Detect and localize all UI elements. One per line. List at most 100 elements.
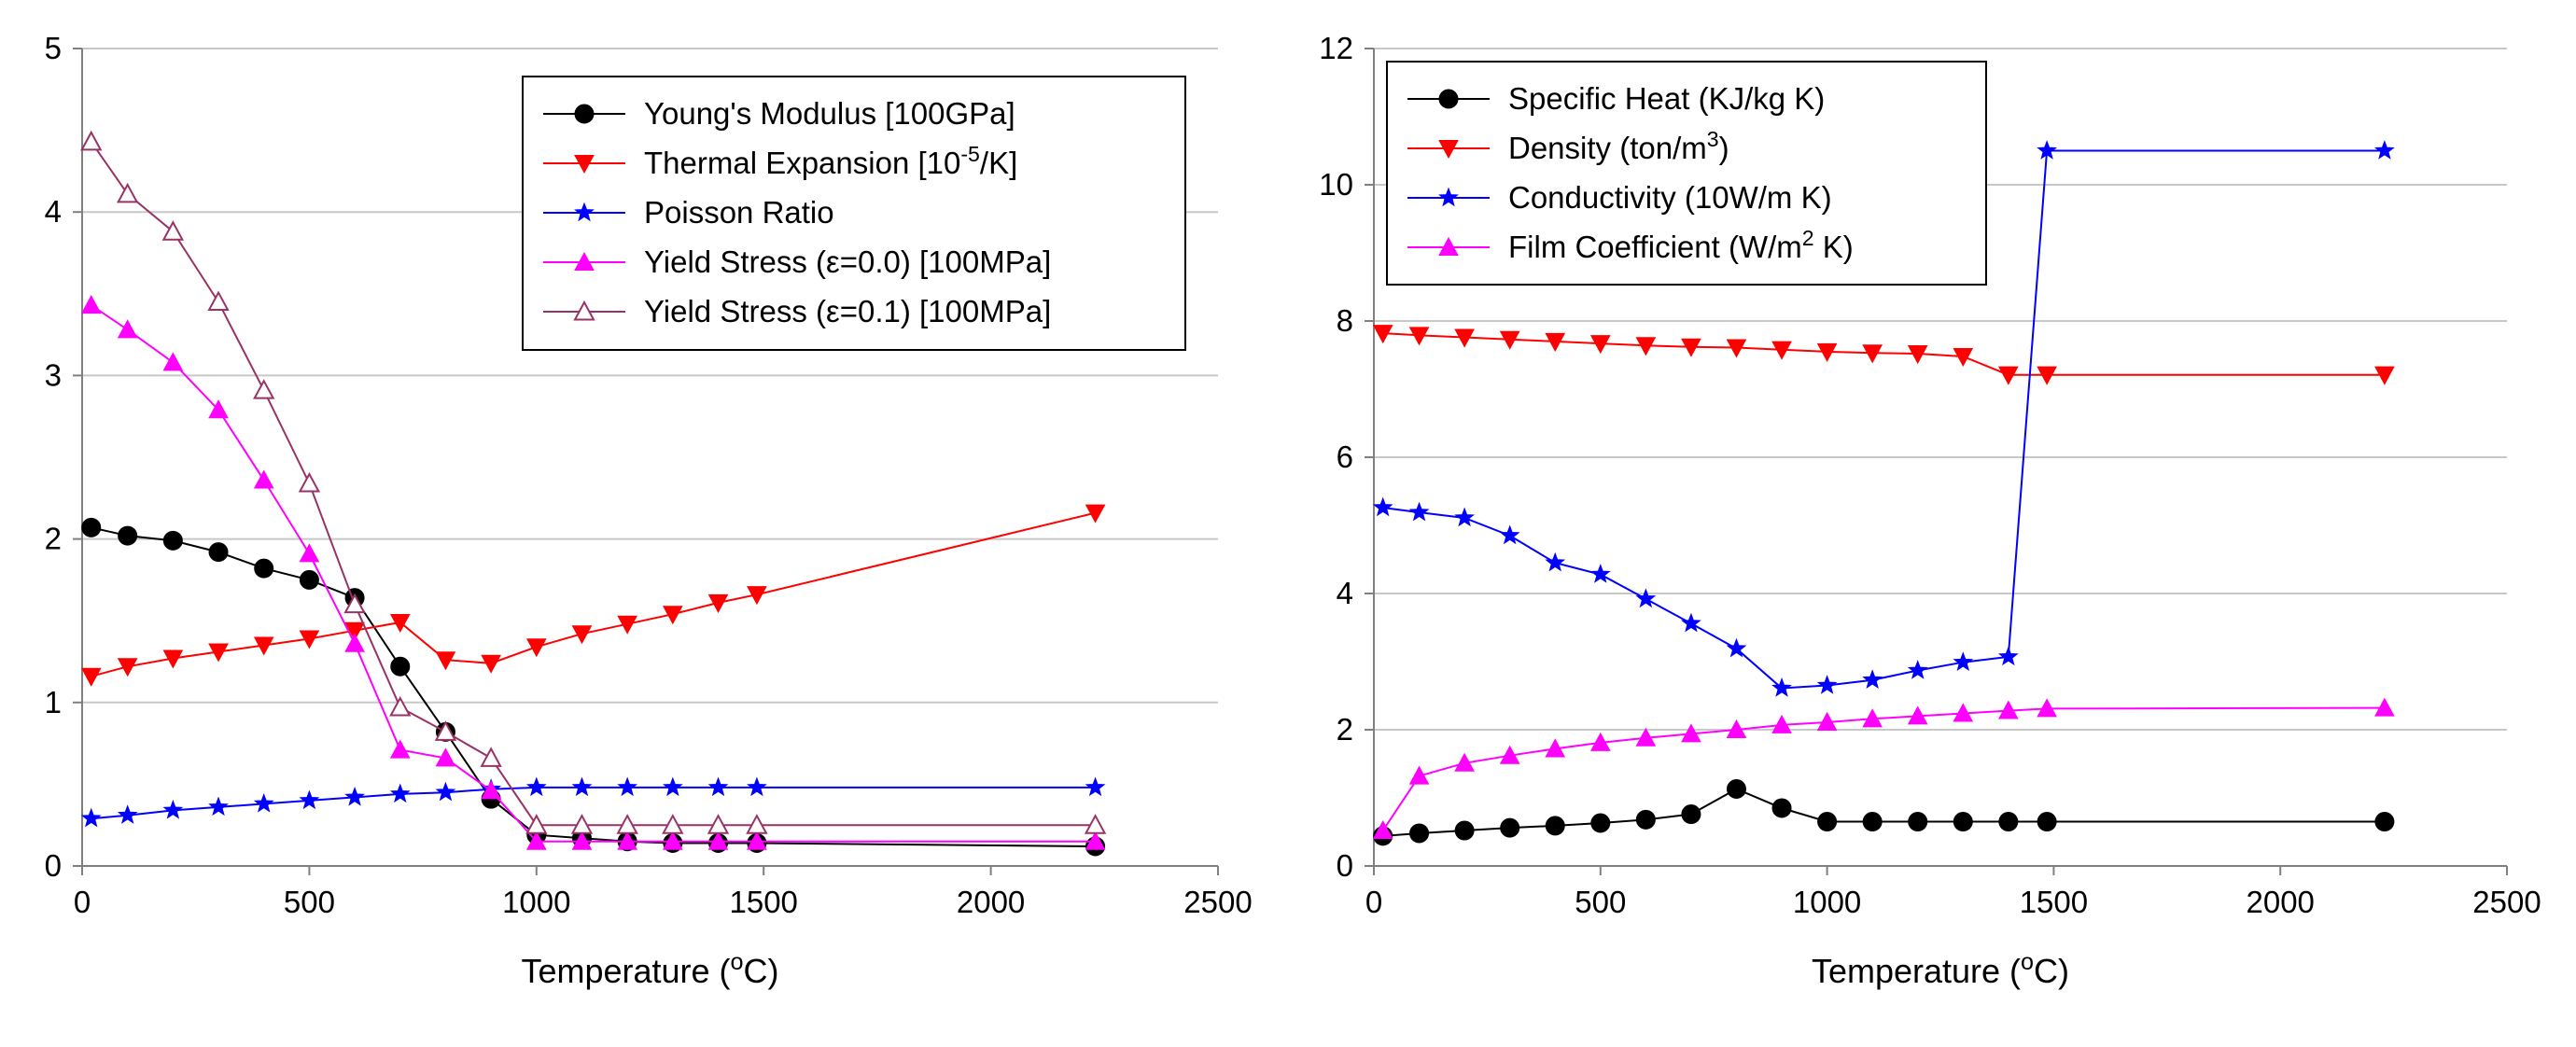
data-point bbox=[2374, 140, 2395, 160]
data-point bbox=[81, 517, 102, 537]
data-point bbox=[2037, 812, 2057, 832]
data-point bbox=[1545, 551, 1566, 572]
data-point bbox=[1408, 501, 1430, 522]
data-point bbox=[299, 569, 319, 590]
data-point bbox=[707, 593, 729, 613]
data-point bbox=[390, 656, 411, 677]
legend-swatch-marker bbox=[1438, 236, 1459, 256]
legend-swatch-marker bbox=[574, 155, 595, 174]
series-5 bbox=[80, 130, 1107, 834]
data-point bbox=[2374, 812, 2395, 832]
y-tick-label: 4 bbox=[45, 194, 62, 229]
data-point bbox=[2037, 140, 2057, 160]
data-point bbox=[299, 789, 320, 810]
data-point bbox=[1084, 814, 1107, 834]
data-point bbox=[1499, 745, 1520, 764]
y-tick-label: 2 bbox=[45, 522, 62, 556]
data-point bbox=[1816, 711, 1838, 731]
data-point bbox=[617, 831, 637, 850]
data-point bbox=[208, 643, 229, 663]
x-tick-label: 2500 bbox=[1183, 885, 1252, 919]
data-point bbox=[1771, 714, 1792, 733]
data-point bbox=[663, 606, 683, 625]
data-point bbox=[1771, 677, 1792, 697]
x-tick-label: 1500 bbox=[2020, 885, 2088, 919]
data-point bbox=[747, 831, 767, 850]
data-point bbox=[1998, 700, 2019, 719]
data-point bbox=[1953, 651, 1974, 671]
data-point bbox=[1545, 332, 1566, 352]
data-point bbox=[344, 633, 365, 652]
data-point bbox=[1681, 338, 1701, 357]
data-point bbox=[1771, 341, 1792, 360]
data-point bbox=[389, 783, 411, 803]
legend-label: Specific Heat (KJ/kg K) bbox=[1508, 81, 1825, 116]
x-axis-title: Temperature (oC) bbox=[1812, 949, 2069, 990]
y-tick-label: 1 bbox=[45, 685, 62, 719]
data-point bbox=[1816, 675, 1838, 694]
data-point bbox=[747, 776, 767, 797]
data-point bbox=[1907, 345, 1928, 365]
data-point bbox=[435, 747, 456, 767]
data-point bbox=[1953, 812, 1973, 832]
data-point bbox=[525, 776, 547, 797]
data-point bbox=[1907, 705, 1928, 725]
data-point bbox=[525, 638, 547, 658]
series-line bbox=[1382, 788, 2385, 837]
data-point bbox=[1816, 342, 1838, 362]
series-line bbox=[91, 526, 1096, 847]
data-point bbox=[1085, 504, 1106, 524]
x-tick-label: 2000 bbox=[2246, 885, 2314, 919]
data-point bbox=[707, 814, 730, 834]
data-point bbox=[1408, 765, 1430, 785]
series-4 bbox=[1372, 697, 2395, 840]
series-3 bbox=[1372, 140, 2395, 697]
data-point bbox=[1998, 812, 2019, 832]
data-point bbox=[1545, 738, 1566, 758]
x-tick-label: 1000 bbox=[502, 885, 570, 919]
data-point bbox=[2037, 698, 2057, 718]
data-point bbox=[118, 525, 138, 546]
series-2 bbox=[80, 504, 1106, 687]
data-point bbox=[162, 800, 184, 819]
data-point bbox=[1499, 524, 1520, 545]
y-tick-label: 6 bbox=[1337, 440, 1353, 474]
x-tick-label: 0 bbox=[1365, 885, 1382, 919]
data-point bbox=[1998, 366, 2019, 385]
y-tick-label: 8 bbox=[1337, 303, 1353, 338]
data-point bbox=[1589, 335, 1611, 355]
legend-label: Density (ton/m3) bbox=[1508, 127, 1729, 165]
data-point bbox=[1372, 325, 1393, 344]
x-tick-label: 2500 bbox=[2472, 885, 2541, 919]
y-tick-label: 5 bbox=[45, 31, 62, 65]
data-point bbox=[1726, 779, 1746, 800]
data-point bbox=[253, 379, 275, 399]
y-tick-label: 3 bbox=[45, 357, 62, 392]
data-point bbox=[571, 831, 593, 850]
data-point bbox=[481, 654, 501, 674]
data-point bbox=[1726, 339, 1747, 358]
data-point bbox=[1085, 831, 1106, 850]
data-point bbox=[1817, 812, 1838, 832]
series-2 bbox=[1372, 325, 2395, 385]
data-point bbox=[1907, 660, 1928, 679]
legend-swatch-marker bbox=[574, 104, 595, 124]
data-point bbox=[1771, 798, 1792, 818]
data-point bbox=[1953, 703, 1974, 722]
data-point bbox=[1681, 804, 1701, 825]
data-point bbox=[1454, 820, 1475, 841]
legend-label: Thermal Expansion [10-5/K] bbox=[644, 142, 1017, 180]
data-point bbox=[1408, 327, 1430, 346]
data-point bbox=[1681, 723, 1701, 743]
data-point bbox=[662, 776, 683, 797]
data-point bbox=[80, 807, 102, 828]
data-point bbox=[208, 542, 229, 563]
data-point bbox=[1372, 496, 1393, 517]
data-point bbox=[1953, 347, 1974, 368]
legend-label: Conductivity (10W/m K) bbox=[1508, 180, 1832, 215]
data-point bbox=[1635, 727, 1657, 747]
data-point bbox=[1589, 732, 1611, 751]
series-3 bbox=[80, 776, 1106, 828]
data-point bbox=[1454, 507, 1475, 527]
legend-swatch-marker bbox=[1438, 187, 1459, 207]
